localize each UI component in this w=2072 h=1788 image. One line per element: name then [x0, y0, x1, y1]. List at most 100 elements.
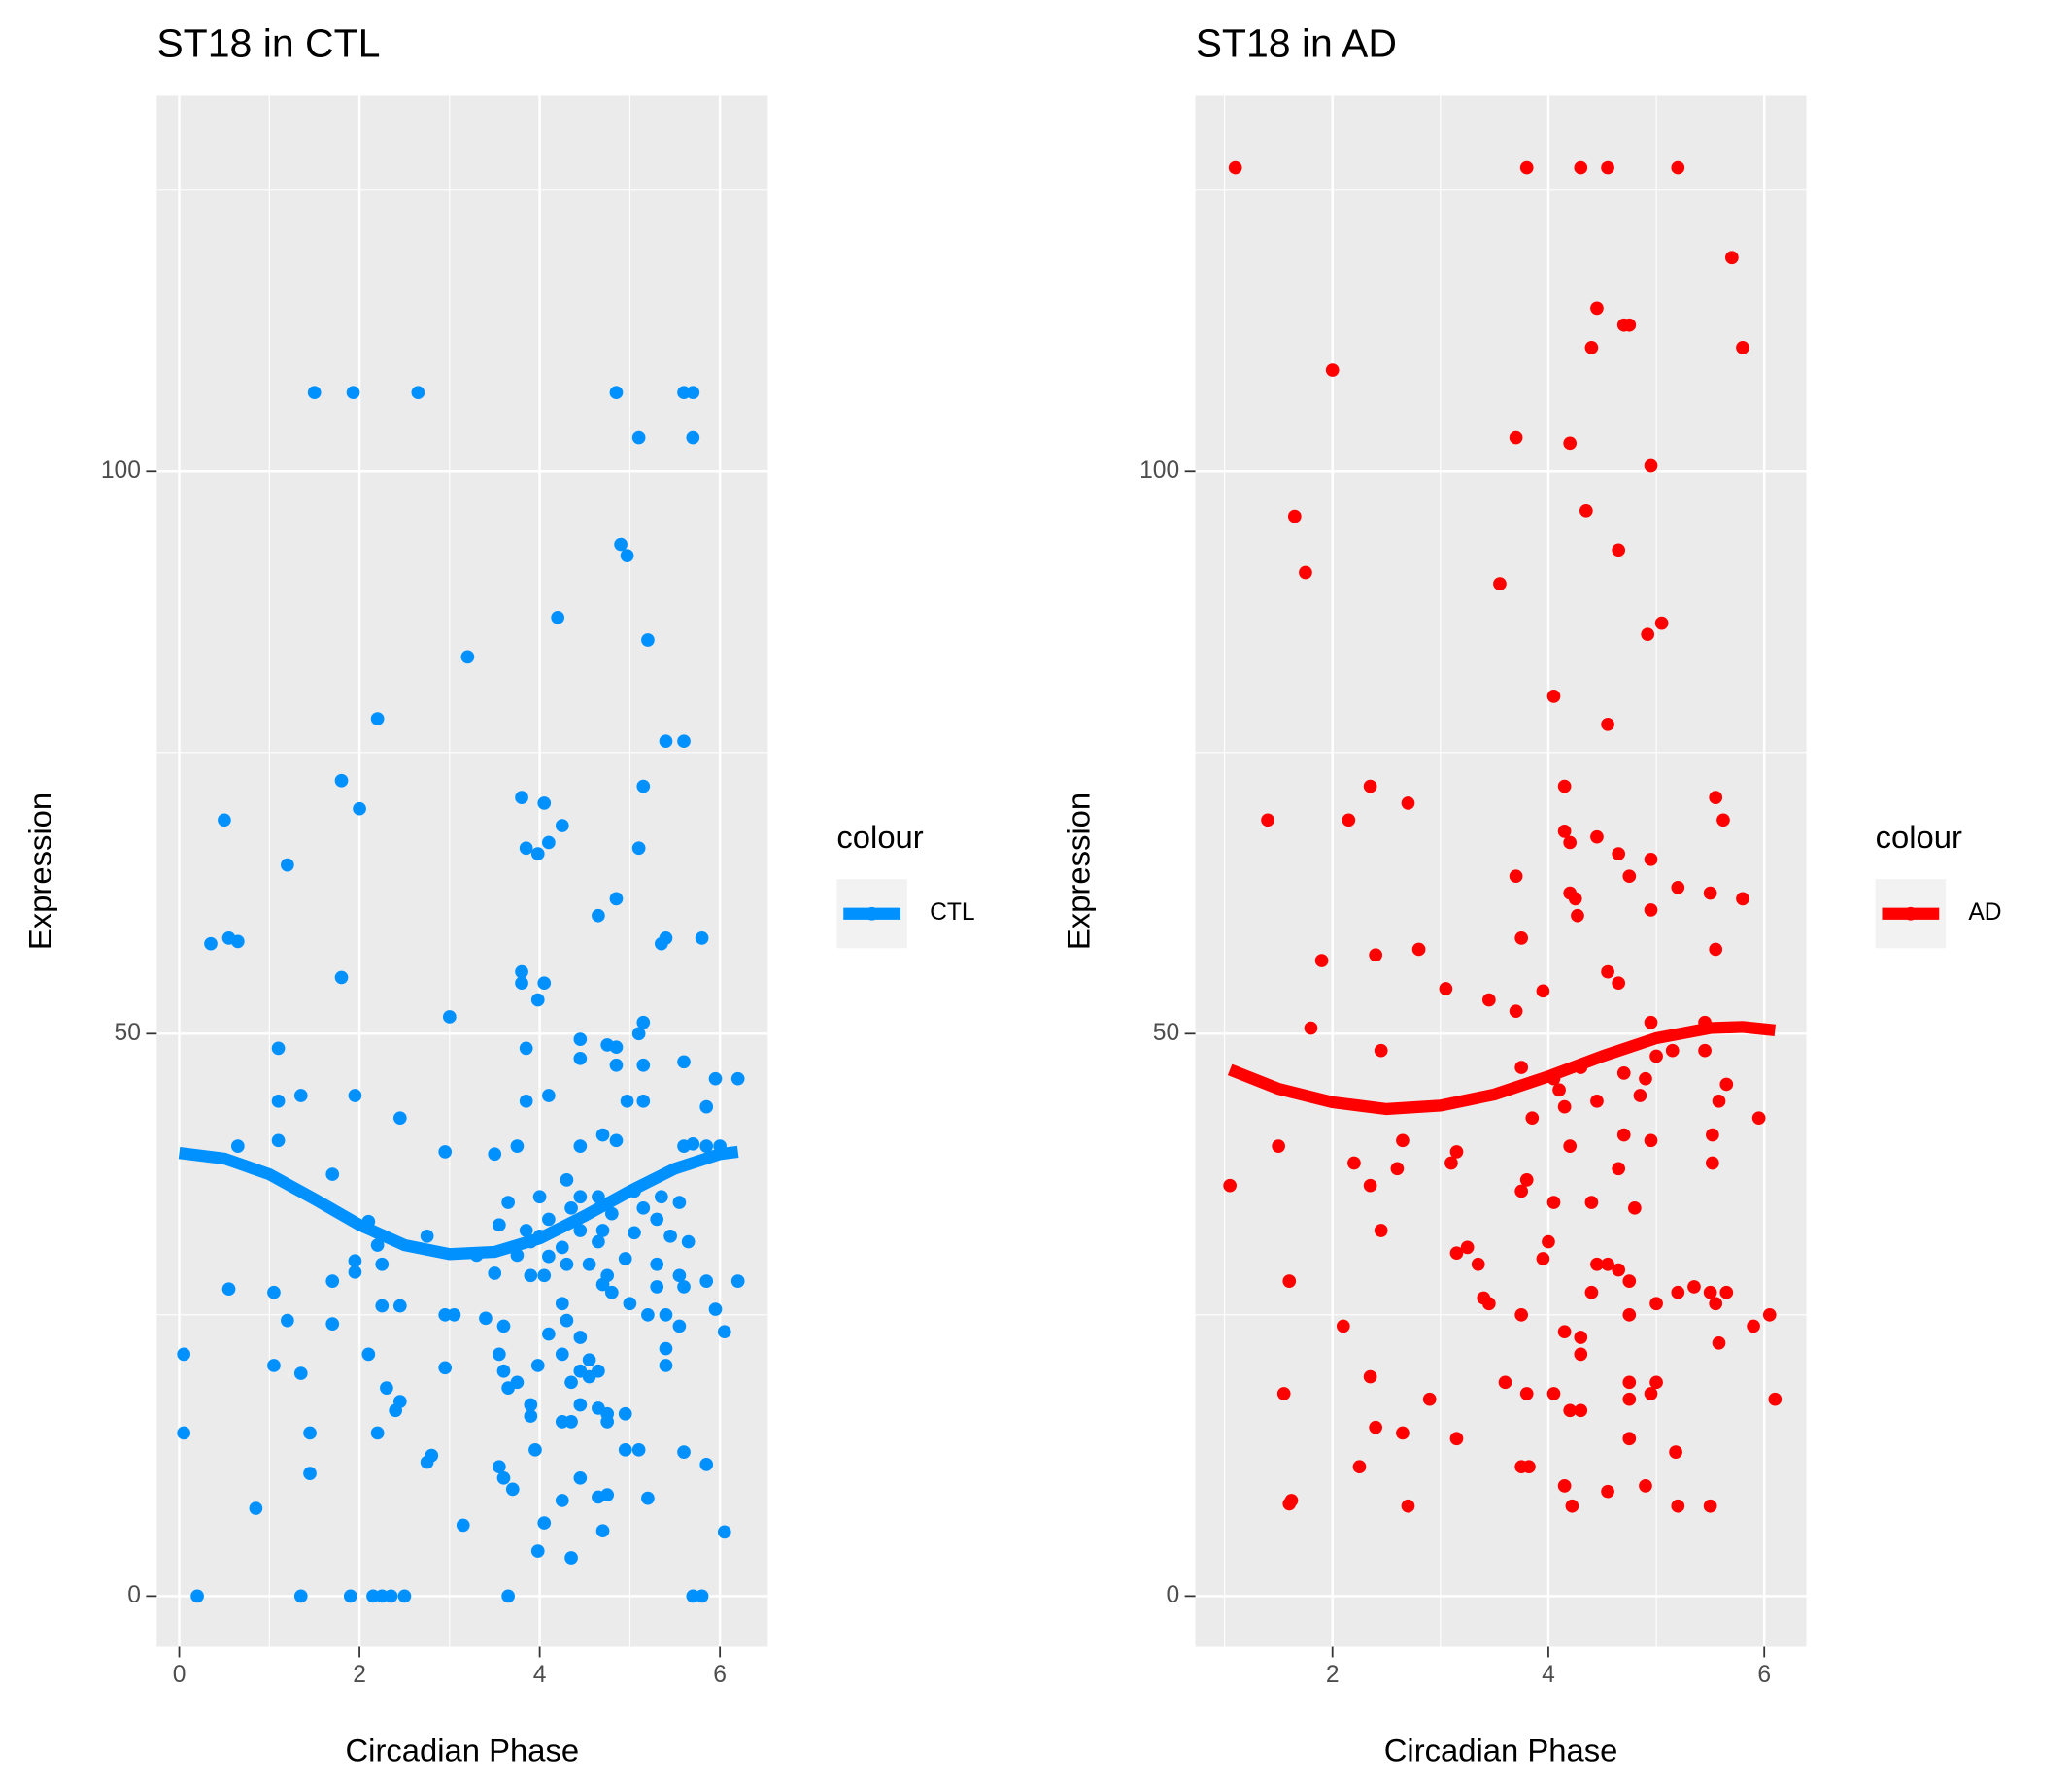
y-tick-label: 0: [127, 1582, 141, 1608]
data-point: [1622, 318, 1637, 332]
data-point: [530, 1544, 545, 1558]
data-point: [618, 1406, 632, 1421]
data-point: [1563, 1403, 1578, 1418]
data-point: [631, 1442, 646, 1457]
data-point: [267, 1359, 281, 1372]
data-point: [1557, 1479, 1572, 1493]
data-point: [493, 1460, 506, 1474]
data-point: [271, 1133, 286, 1148]
data-point: [325, 1167, 340, 1181]
data-point: [218, 813, 231, 827]
data-point: [686, 1136, 700, 1151]
data-point: [537, 976, 552, 991]
data-point: [1639, 1479, 1652, 1493]
data-point: [600, 1488, 615, 1501]
data-point: [672, 1196, 687, 1209]
y-tick-label: 0: [1166, 1582, 1179, 1608]
x-tick-label: 4: [1542, 1662, 1555, 1688]
data-point: [672, 1268, 687, 1283]
data-point: [370, 1426, 385, 1440]
data-point: [573, 1139, 588, 1153]
data-point: [677, 1445, 691, 1459]
data-point: [1314, 954, 1329, 967]
data-point: [631, 1027, 646, 1041]
data-point: [537, 796, 552, 810]
data-point: [542, 1212, 556, 1227]
data-point: [1762, 1308, 1777, 1322]
data-point: [1449, 1246, 1464, 1260]
data-point: [595, 1524, 610, 1538]
data-point: [1649, 1297, 1663, 1311]
data-point: [573, 1190, 588, 1204]
data-point: [564, 1200, 578, 1215]
data-point: [655, 1190, 668, 1204]
data-point: [249, 1501, 263, 1515]
x-tick-label: 0: [173, 1662, 187, 1688]
data-point: [560, 1173, 574, 1187]
data-point: [389, 1403, 403, 1418]
data-point: [1669, 1445, 1682, 1459]
data-point: [1509, 869, 1523, 884]
data-point: [1347, 1156, 1361, 1170]
data-point: [1644, 458, 1658, 473]
data-point: [1557, 1099, 1572, 1114]
data-point: [411, 386, 425, 400]
data-point: [614, 537, 628, 552]
data-point: [370, 1238, 385, 1252]
data-point: [1439, 982, 1453, 995]
data-point: [1272, 1139, 1285, 1153]
data-point: [501, 1196, 515, 1209]
data-point: [1703, 886, 1717, 900]
data-point: [1622, 869, 1637, 884]
data-point: [555, 1494, 569, 1507]
data-point: [1325, 363, 1340, 377]
data-point: [542, 1327, 556, 1341]
data-point: [655, 936, 668, 951]
x-axis-title: Circadian Phase: [1384, 1733, 1618, 1769]
data-point: [623, 1297, 637, 1311]
data-point: [303, 1467, 317, 1480]
data-point: [573, 1032, 588, 1046]
data-point: [1304, 1021, 1318, 1035]
data-point: [560, 1257, 574, 1271]
data-point: [1622, 1274, 1637, 1288]
data-point: [641, 1491, 655, 1505]
data-point: [530, 993, 545, 1007]
chart-title: ST18 in AD: [1196, 21, 1397, 66]
data-point: [699, 1099, 714, 1114]
data-point: [537, 1516, 552, 1530]
data-point: [604, 1285, 619, 1299]
data-point: [730, 1274, 745, 1288]
data-point: [1481, 993, 1496, 1007]
data-point: [496, 1319, 511, 1333]
data-point: [221, 1282, 236, 1297]
data-point: [1276, 1387, 1291, 1400]
data-point: [1557, 1325, 1572, 1339]
data-point: [659, 1359, 673, 1372]
data-point: [1449, 1145, 1464, 1159]
legend-label: CTL: [930, 899, 975, 926]
legend-title: colour: [836, 819, 923, 855]
data-point: [1633, 1089, 1647, 1102]
y-tick-label: 100: [101, 457, 141, 484]
data-point: [1514, 1184, 1529, 1198]
data-point: [717, 1525, 731, 1539]
data-point: [1223, 1178, 1237, 1193]
data-point: [1552, 1083, 1566, 1097]
data-point: [1525, 1111, 1540, 1126]
data-point: [1481, 1297, 1496, 1311]
data-point: [460, 650, 475, 664]
data-point: [717, 1325, 731, 1339]
data-point: [1706, 1156, 1719, 1170]
data-point: [1709, 791, 1723, 804]
data-point: [1671, 160, 1685, 175]
data-point: [542, 1089, 556, 1102]
data-point: [1601, 1257, 1614, 1271]
y-tick-label: 50: [1153, 1020, 1179, 1046]
data-point: [1498, 1375, 1512, 1390]
data-point: [1449, 1432, 1464, 1446]
data-point: [528, 1442, 542, 1457]
data-point: [530, 847, 545, 860]
data-point: [271, 1041, 286, 1056]
